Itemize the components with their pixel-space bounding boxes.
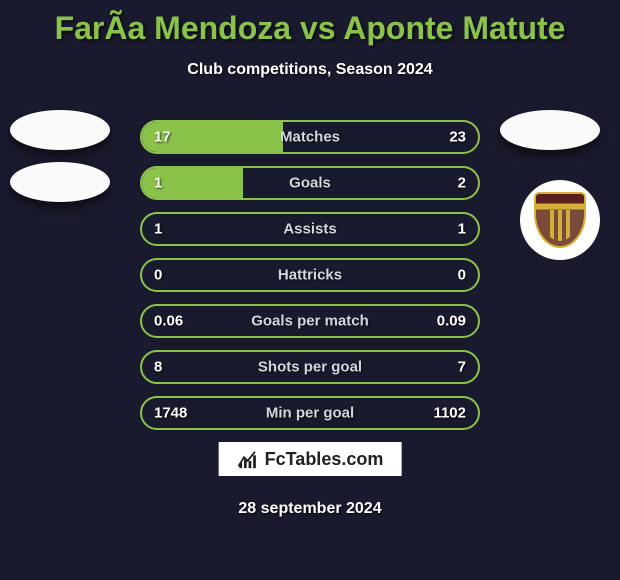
stat-value-right: 1 <box>458 221 466 238</box>
page-title: FarÃ­a Mendoza vs Aponte Matute <box>0 0 620 47</box>
stat-label: Assists <box>283 221 336 238</box>
club-shield-icon <box>534 192 586 248</box>
stat-label: Hattricks <box>278 267 342 284</box>
player-right-badge <box>500 110 600 190</box>
stat-label: Goals <box>289 175 331 192</box>
stat-row: 17 Matches 23 <box>140 120 480 154</box>
stat-row: 1 Assists 1 <box>140 212 480 246</box>
stat-value-right: 7 <box>458 359 466 376</box>
stat-value-left: 1748 <box>154 405 187 422</box>
stat-row: 8 Shots per goal 7 <box>140 350 480 384</box>
date-label: 28 september 2024 <box>238 500 381 518</box>
stat-label: Goals per match <box>251 313 369 330</box>
stat-value-left: 17 <box>154 129 171 146</box>
stats-container: 17 Matches 23 1 Goals 2 1 Assists 1 0 Hattricks 0 0.… <box>140 120 480 442</box>
stat-value-right: 0 <box>458 267 466 284</box>
stat-value-left: 1 <box>154 221 162 238</box>
site-logo: FcTables.com <box>219 442 402 476</box>
stat-row: 1748 Min per goal 1102 <box>140 396 480 430</box>
badge-ellipse <box>500 110 600 150</box>
stat-value-left: 8 <box>154 359 162 376</box>
stat-value-right: 23 <box>449 129 466 146</box>
chart-icon <box>237 448 259 470</box>
subtitle: Club competitions, Season 2024 <box>0 61 620 79</box>
stat-value-left: 0 <box>154 267 162 284</box>
site-logo-text: FcTables.com <box>265 449 384 470</box>
stat-label: Shots per goal <box>258 359 362 376</box>
stat-label: Matches <box>280 129 340 146</box>
stat-value-right: 2 <box>458 175 466 192</box>
stat-value-left: 1 <box>154 175 162 192</box>
player-left-badge <box>10 110 110 190</box>
badge-ellipse <box>10 110 110 150</box>
stat-row: 0.06 Goals per match 0.09 <box>140 304 480 338</box>
stat-row: 1 Goals 2 <box>140 166 480 200</box>
stat-label: Min per goal <box>266 405 354 422</box>
stat-value-left: 0.06 <box>154 313 183 330</box>
stat-value-right: 0.09 <box>437 313 466 330</box>
badge-ellipse <box>10 162 110 202</box>
club-logo <box>520 180 600 260</box>
stat-value-right: 1102 <box>433 405 466 422</box>
stat-row: 0 Hattricks 0 <box>140 258 480 292</box>
